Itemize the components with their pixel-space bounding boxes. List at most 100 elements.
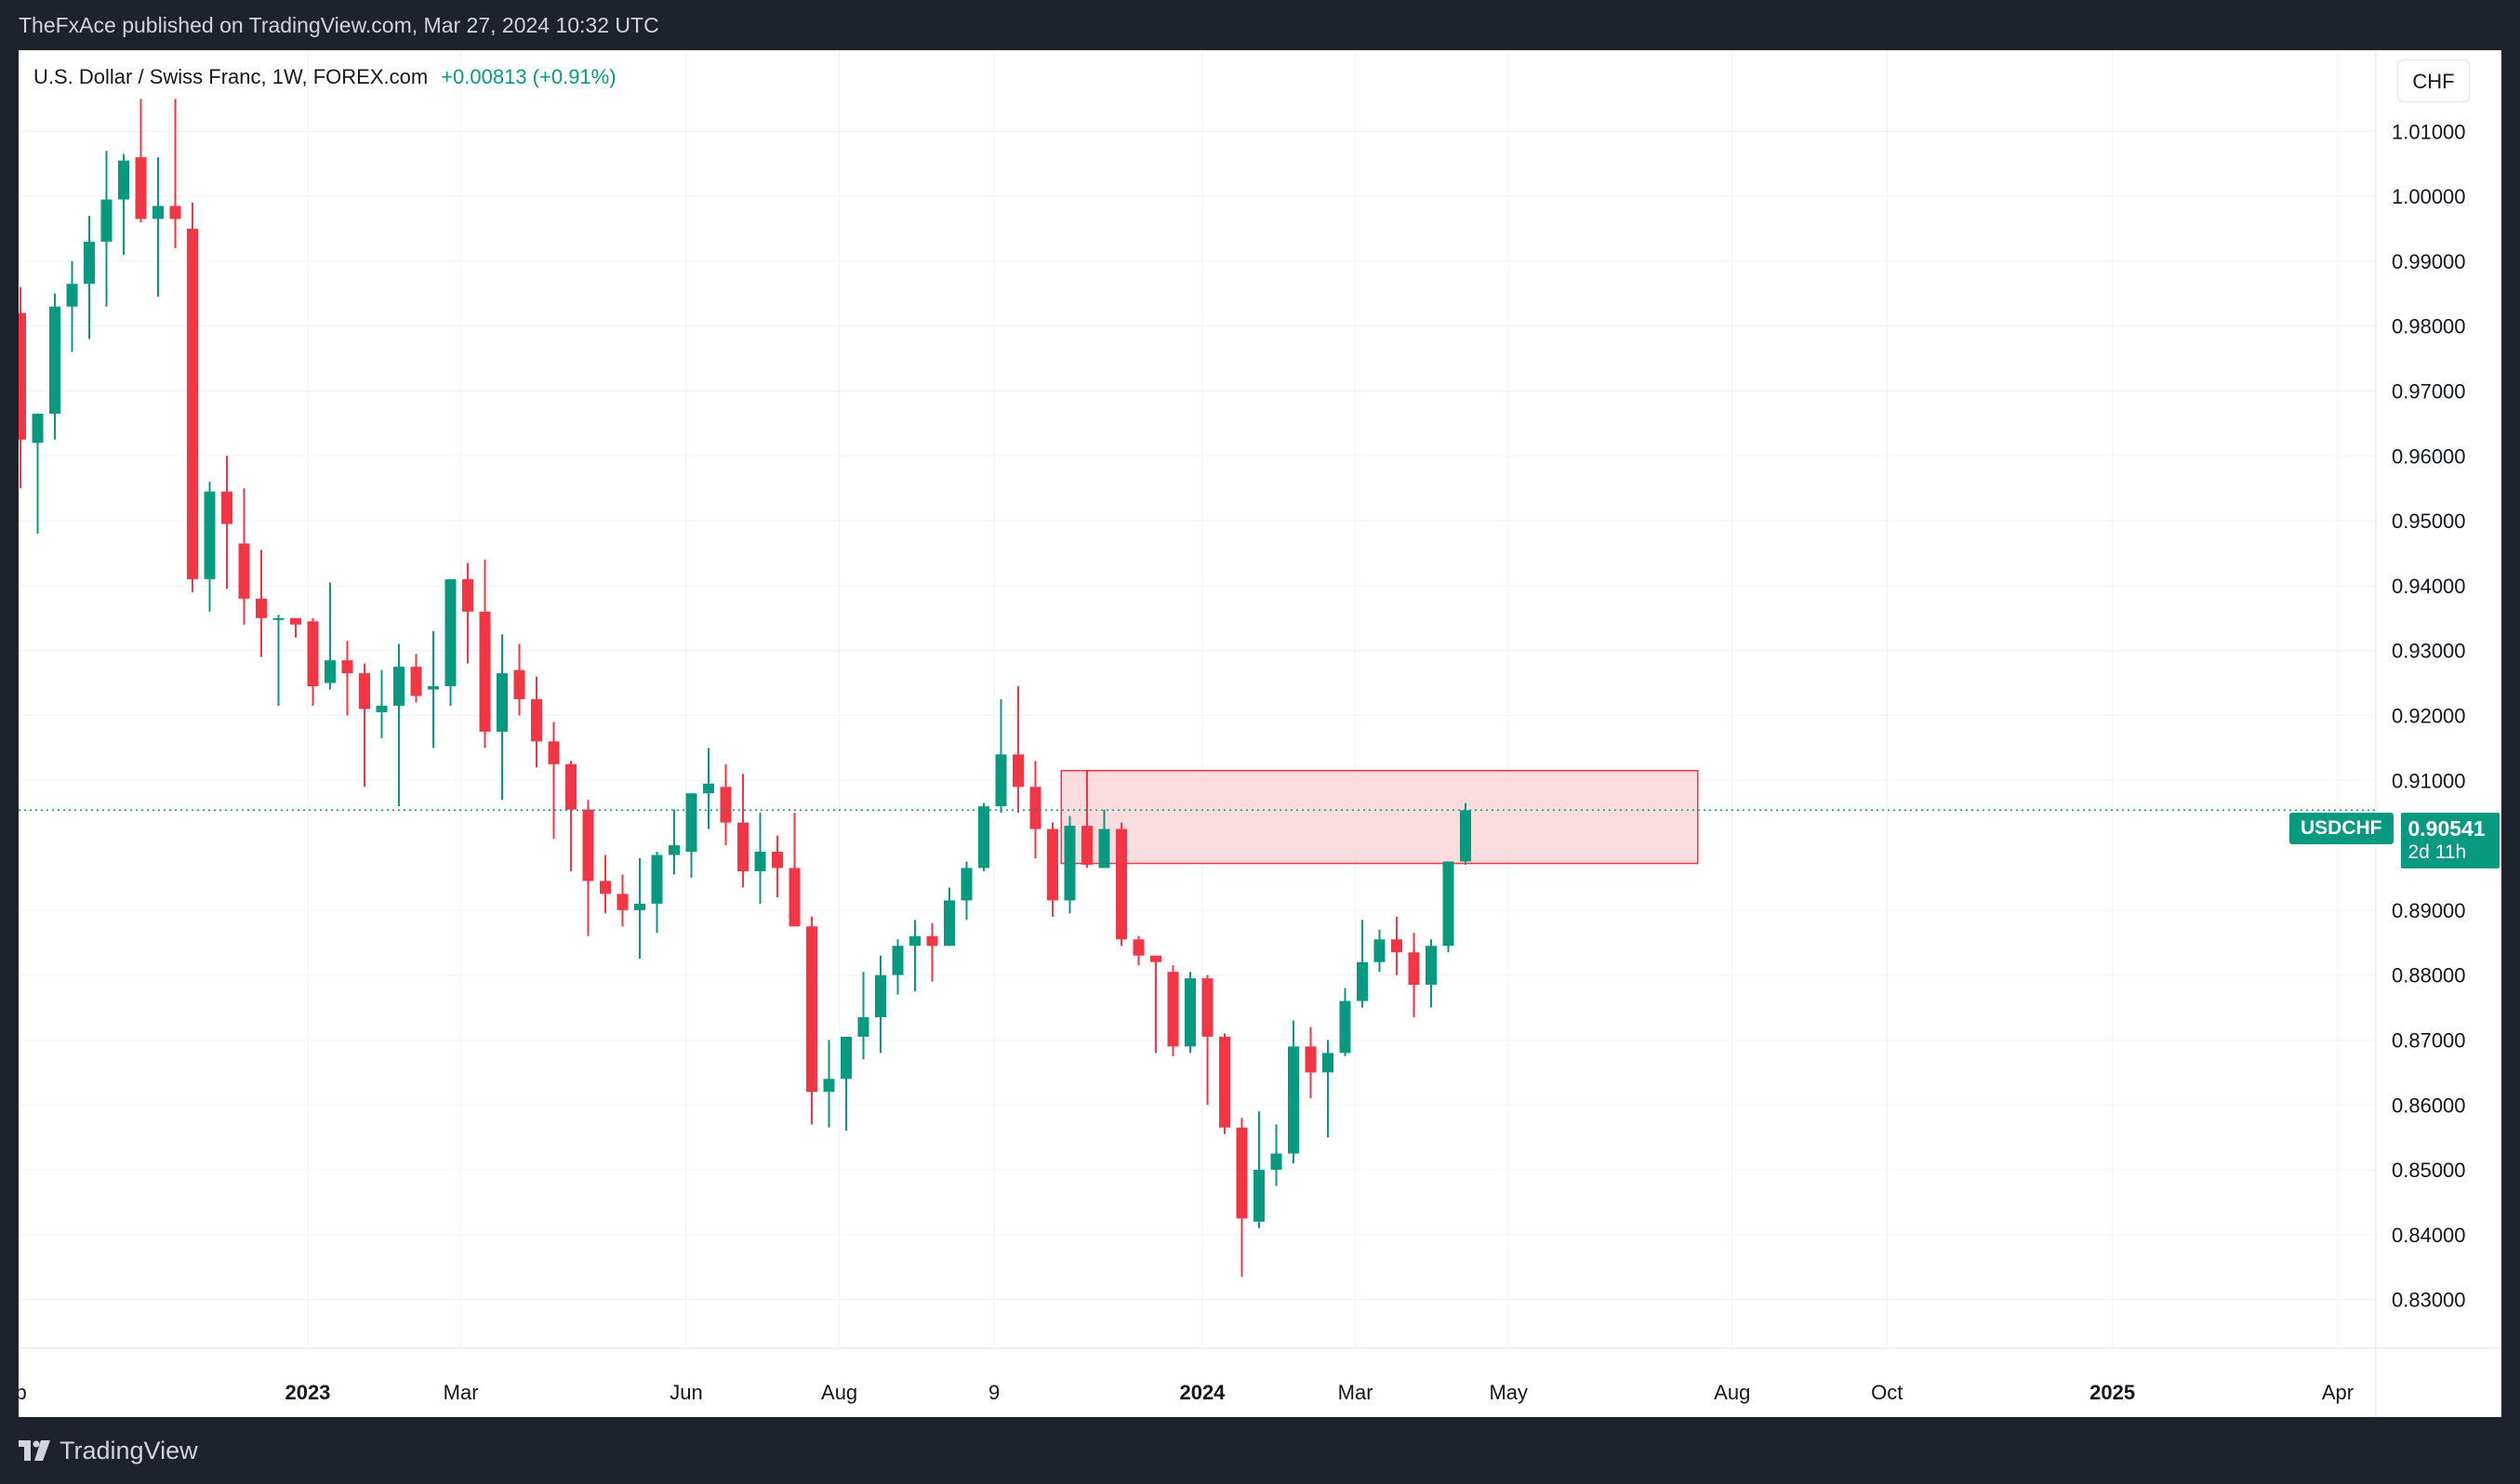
candle-body bbox=[651, 855, 663, 904]
candle bbox=[84, 215, 95, 339]
y-tick-label: 0.97000 bbox=[2392, 379, 2466, 403]
candle-body bbox=[737, 822, 749, 871]
candle bbox=[1270, 1124, 1282, 1186]
x-tick-label: Mar bbox=[1338, 1381, 1373, 1404]
publish-header: TheFxAce published on TradingView.com, M… bbox=[0, 0, 2520, 50]
candle-body bbox=[634, 903, 645, 910]
candle bbox=[823, 1040, 835, 1128]
y-tick-label: 0.96000 bbox=[2392, 444, 2466, 468]
x-tick-label: Jun bbox=[670, 1381, 702, 1404]
candle-body bbox=[169, 205, 181, 219]
candle bbox=[909, 920, 921, 992]
candle bbox=[565, 761, 577, 871]
candle bbox=[100, 151, 113, 307]
candle-body bbox=[462, 578, 473, 612]
symbol-label: USDCHF bbox=[2289, 813, 2394, 844]
legend-symbol: U.S. Dollar / Swiss Franc, 1W, FOREX.com bbox=[33, 65, 429, 88]
candle-body bbox=[135, 157, 147, 219]
candle-body bbox=[823, 1079, 835, 1093]
candle bbox=[49, 293, 60, 440]
candle bbox=[204, 482, 216, 612]
candle-body bbox=[1201, 978, 1214, 1037]
candle bbox=[754, 813, 766, 904]
candle-body bbox=[19, 312, 26, 440]
candle bbox=[703, 748, 714, 829]
candle bbox=[307, 617, 319, 706]
candle bbox=[1408, 933, 1420, 1018]
supply-zone-layer bbox=[1060, 770, 1699, 865]
candle bbox=[290, 617, 301, 638]
candle bbox=[32, 413, 44, 535]
candle-body bbox=[582, 809, 594, 881]
time-axis: ep 2023 Mar Jun Aug 9 2024 Mar May Aug Oct 2025 Apr bbox=[19, 1381, 2354, 1404]
candle bbox=[1167, 965, 1179, 1056]
candle bbox=[238, 488, 250, 625]
candle-body bbox=[393, 667, 405, 706]
candle-body bbox=[857, 1017, 869, 1037]
x-tick-label: 2023 bbox=[285, 1381, 330, 1404]
candle-body bbox=[531, 699, 542, 742]
candle bbox=[600, 855, 611, 914]
candle-body bbox=[1029, 787, 1041, 829]
y-tick-label: 0.83000 bbox=[2392, 1289, 2466, 1312]
candle-body bbox=[66, 284, 78, 307]
candle bbox=[995, 699, 1007, 814]
candle bbox=[325, 582, 336, 690]
candle-body bbox=[789, 868, 801, 927]
grid-lines bbox=[19, 50, 2376, 1348]
y-tick-label: 0.98000 bbox=[2392, 315, 2466, 338]
y-tick-label: 0.95000 bbox=[2392, 510, 2466, 533]
y-tick-label: 0.87000 bbox=[2392, 1028, 2466, 1052]
candle-body bbox=[806, 926, 817, 1093]
legend-change: +0.00813 (+0.91%) bbox=[441, 65, 617, 88]
candle bbox=[1098, 809, 1110, 868]
candle-body bbox=[600, 881, 611, 894]
candle-body bbox=[875, 974, 886, 1018]
candle-body bbox=[410, 667, 422, 696]
candle-body bbox=[841, 1036, 852, 1080]
candle bbox=[531, 676, 542, 768]
y-tick-label: 0.89000 bbox=[2392, 899, 2466, 922]
candle-body bbox=[1081, 826, 1093, 865]
candle-body bbox=[617, 894, 629, 910]
currency-button[interactable]: CHF bbox=[2397, 60, 2470, 102]
candle-body bbox=[272, 617, 285, 620]
candle bbox=[1081, 770, 1093, 868]
candle bbox=[1339, 987, 1351, 1056]
candle bbox=[410, 654, 422, 703]
candle bbox=[806, 916, 817, 1125]
candle bbox=[944, 887, 955, 947]
candle-body bbox=[153, 205, 164, 219]
candle-body bbox=[1013, 754, 1024, 788]
candle bbox=[1047, 822, 1058, 917]
candle bbox=[634, 858, 645, 960]
chart-canvas[interactable]: 1.01000 1.00000 0.99000 0.98000 0.97000 0.960… bbox=[19, 50, 2501, 1417]
candle-body bbox=[926, 935, 938, 947]
candle-body bbox=[1339, 1000, 1351, 1053]
candle bbox=[135, 99, 147, 222]
candle-body bbox=[1167, 972, 1179, 1047]
candle bbox=[1357, 920, 1368, 1008]
candle bbox=[513, 643, 525, 716]
candle-body bbox=[1064, 826, 1076, 901]
candle bbox=[892, 939, 904, 995]
candle bbox=[153, 157, 164, 298]
candle-body bbox=[1288, 1046, 1299, 1154]
candle-body bbox=[1426, 946, 1437, 986]
candle bbox=[1185, 972, 1196, 1053]
last-price-box: 0.90541 2d 11h bbox=[2400, 813, 2500, 868]
candle bbox=[19, 286, 26, 489]
candle bbox=[1219, 1033, 1230, 1134]
x-tick-label: Aug bbox=[821, 1381, 857, 1404]
candle bbox=[1201, 974, 1214, 1106]
x-tick-label: ep bbox=[19, 1381, 27, 1404]
candle-body bbox=[1460, 810, 1471, 862]
candle bbox=[341, 641, 353, 716]
candle-body bbox=[548, 741, 560, 764]
publish-line: TheFxAce published on TradingView.com, M… bbox=[19, 13, 659, 37]
y-tick-label: 0.86000 bbox=[2392, 1093, 2466, 1117]
candle bbox=[720, 763, 732, 846]
x-tick-label: Oct bbox=[1871, 1381, 1903, 1404]
candle bbox=[1013, 686, 1024, 814]
tradingview-logo[interactable]: TradingView bbox=[19, 1436, 198, 1465]
